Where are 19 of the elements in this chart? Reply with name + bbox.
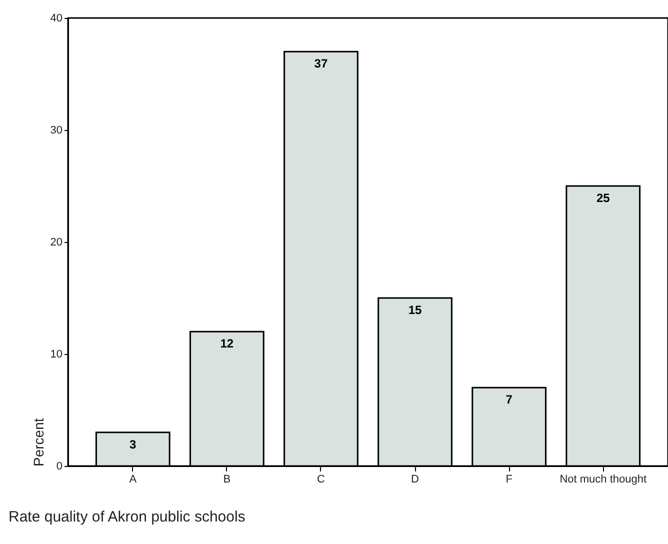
- data-label: 25: [596, 191, 610, 205]
- data-label: 37: [314, 56, 328, 71]
- x-tick-label: D: [411, 474, 420, 486]
- x-tick-label: A: [129, 474, 138, 486]
- y-tick-label: 20: [50, 236, 62, 248]
- data-label: 3: [130, 437, 137, 452]
- y-tick-label: 10: [50, 348, 62, 360]
- x-tick-label: F: [506, 474, 513, 486]
- x-tick-label: Not much thought: [560, 474, 647, 486]
- y-tick-label: 0: [56, 460, 62, 472]
- data-label: 15: [408, 303, 422, 317]
- y-tick-label: 30: [50, 124, 62, 136]
- x-axis-title: Rate quality of Akron public schools: [8, 508, 246, 526]
- y-axis-title: Percent: [30, 418, 46, 466]
- x-tick-label: C: [317, 474, 325, 486]
- data-label: 12: [220, 336, 234, 351]
- x-tick-label: B: [223, 474, 231, 486]
- data-label: 7: [506, 392, 513, 407]
- y-tick-label: 40: [50, 12, 62, 24]
